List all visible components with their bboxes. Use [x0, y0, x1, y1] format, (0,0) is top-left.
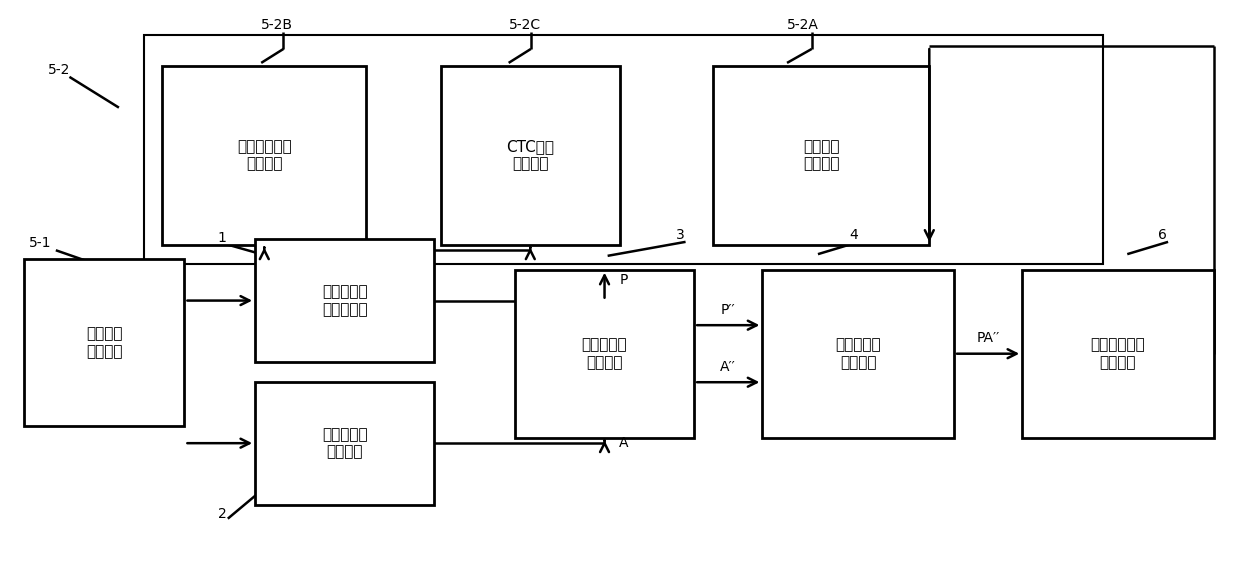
Bar	[24, 259, 185, 427]
Bar	[515, 270, 694, 438]
Text: 5-2C: 5-2C	[508, 18, 541, 32]
Text: PA′′: PA′′	[976, 332, 999, 345]
Text: P′′: P′′	[720, 303, 735, 317]
Bar	[440, 66, 620, 244]
Bar	[255, 382, 434, 505]
Text: 5-1: 5-1	[29, 236, 51, 250]
Text: 4: 4	[849, 228, 858, 242]
Text: 2: 2	[218, 507, 227, 522]
Text: A: A	[620, 436, 629, 450]
Text: 3: 3	[676, 228, 684, 242]
Bar	[144, 35, 1102, 264]
Text: 6: 6	[1158, 228, 1167, 242]
Bar	[713, 66, 929, 244]
Text: 行人识别损失
计算模块: 行人识别损失 计算模块	[237, 139, 291, 171]
Text: P: P	[620, 273, 627, 287]
Text: 类内注意力
计算模块: 类内注意力 计算模块	[582, 338, 627, 370]
Text: CTC损失
计算模块: CTC损失 计算模块	[506, 139, 554, 171]
Text: 5-2B: 5-2B	[262, 18, 293, 32]
Bar	[1022, 270, 1214, 438]
Text: 5-2: 5-2	[48, 63, 71, 77]
Text: 属性识别结果
输出模块: 属性识别结果 输出模块	[1091, 338, 1146, 370]
Bar	[162, 66, 366, 244]
Text: A′′: A′′	[720, 360, 737, 374]
Text: 5-2A: 5-2A	[787, 18, 818, 32]
Text: 属性映射表
存储模块: 属性映射表 存储模块	[322, 427, 367, 459]
Text: 图像竖直方
向编码网络: 图像竖直方 向编码网络	[322, 284, 367, 317]
Text: 训练样本
输入模块: 训练样本 输入模块	[86, 327, 123, 359]
Text: 1: 1	[218, 230, 227, 244]
Text: 属性损失
计算模块: 属性损失 计算模块	[802, 139, 839, 171]
Bar	[255, 239, 434, 362]
Bar	[763, 270, 954, 438]
Text: 类间注意力
计算模块: 类间注意力 计算模块	[836, 338, 880, 370]
